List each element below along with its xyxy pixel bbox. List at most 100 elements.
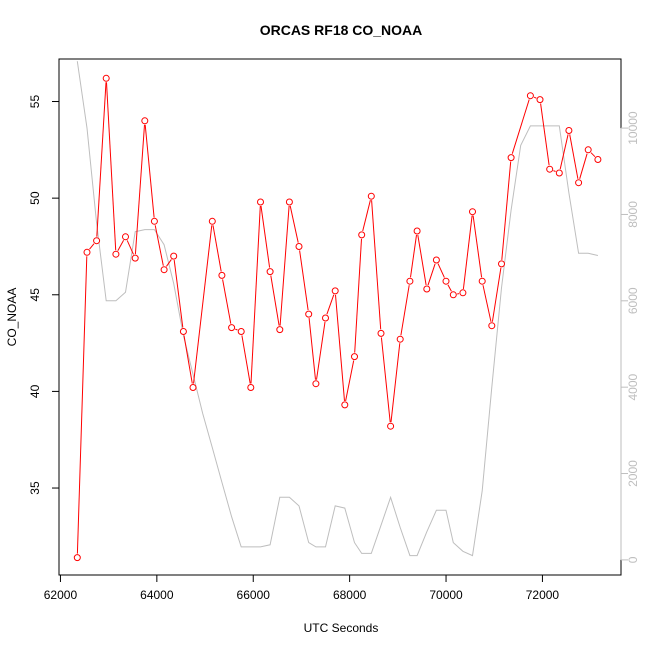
co-line-segment <box>410 234 417 278</box>
co-line-segment <box>533 96 537 99</box>
co-point <box>131 254 139 262</box>
co-point <box>432 256 440 264</box>
co-line-segment <box>447 284 452 292</box>
co-point <box>122 233 129 241</box>
co-line-segment <box>559 134 569 170</box>
y2-axis: 0 2000 4000 6000 8000 10000 <box>620 111 640 563</box>
co-point <box>170 252 178 260</box>
co-series <box>73 74 602 562</box>
co-line-segment <box>270 275 280 326</box>
co-line-segment <box>579 153 588 179</box>
co-line-segment <box>96 82 107 237</box>
co-point <box>507 154 515 162</box>
co-point <box>555 169 563 177</box>
y2-tick-label: 0 <box>626 556 640 563</box>
co-point <box>387 422 395 430</box>
co-point <box>546 165 554 173</box>
co-point <box>488 322 496 330</box>
co-point <box>322 314 329 322</box>
y-tick-label: 55 <box>28 95 42 109</box>
co-point <box>276 326 284 334</box>
co-line-segment <box>117 240 125 251</box>
co-line-segment <box>250 205 261 384</box>
co-point <box>102 74 110 82</box>
chart-title: ORCAS RF18 CO_NOAA <box>260 22 423 38</box>
co-point <box>413 227 421 235</box>
co-point <box>228 324 236 332</box>
co-line-segment <box>165 259 172 267</box>
co-point <box>377 329 385 337</box>
co-point <box>406 277 414 285</box>
co-line-segment <box>144 124 155 218</box>
co-line-segment <box>380 337 391 423</box>
co-line-segment <box>362 199 371 232</box>
y-tick-label: 35 <box>28 481 42 495</box>
co-line-segment <box>241 335 251 384</box>
co-point <box>331 287 339 295</box>
co-point <box>341 401 349 409</box>
co-line-segment <box>76 256 88 554</box>
co-point <box>442 277 450 285</box>
co-line-segment <box>345 360 355 402</box>
y2-tick-label: 2000 <box>626 460 640 487</box>
co-point <box>295 243 303 250</box>
co-line-segment <box>511 99 530 154</box>
co-point <box>247 384 255 391</box>
co-line-segment <box>540 103 550 166</box>
co-line-segment <box>235 328 238 331</box>
altitude-series <box>76 61 599 557</box>
co-point <box>358 231 366 239</box>
co-line-segment <box>289 205 299 243</box>
co-point <box>396 335 404 343</box>
co-point <box>526 92 534 100</box>
co-line-segment <box>212 225 222 272</box>
co-line-segment <box>126 240 134 255</box>
x-tick-label: 70000 <box>429 588 463 602</box>
co-point <box>93 237 101 245</box>
co-line-segment <box>193 225 213 384</box>
co-line-segment <box>427 263 436 286</box>
co-point <box>478 277 486 285</box>
co-point <box>449 291 457 299</box>
co-point <box>160 266 168 274</box>
co-point <box>150 217 158 225</box>
co-line-segment <box>106 82 117 251</box>
altitude-line <box>76 61 599 557</box>
co-line-segment <box>390 343 401 423</box>
y-axis: 35 40 45 50 55 <box>28 95 60 495</box>
y2-tick-label: 4000 <box>626 373 640 400</box>
co-point <box>266 268 274 276</box>
co-line-segment <box>354 238 362 353</box>
x-tick-label: 66000 <box>237 588 271 602</box>
x-tick-label: 62000 <box>44 588 78 602</box>
co-point <box>208 217 216 225</box>
y-tick-label: 40 <box>28 384 42 398</box>
x-tick-label: 68000 <box>333 588 367 602</box>
x-tick-label: 64000 <box>140 588 174 602</box>
co-point <box>83 248 91 256</box>
co-line-segment <box>569 134 579 179</box>
co-point <box>189 384 197 391</box>
y2-tick-label: 10000 <box>626 111 640 145</box>
co-line-segment <box>183 335 193 384</box>
y-tick-label: 45 <box>28 288 42 302</box>
co-line-segment <box>501 161 512 260</box>
co-point <box>218 271 226 279</box>
co-line-segment <box>279 205 290 326</box>
co-point <box>141 117 149 125</box>
co-point <box>351 353 358 361</box>
y-tick-label: 50 <box>28 191 42 205</box>
co-point <box>423 285 431 293</box>
y2-tick-label: 8000 <box>626 201 640 228</box>
co-line-segment <box>491 267 502 322</box>
co-point <box>312 380 320 388</box>
co-point <box>237 328 245 335</box>
co-line-segment <box>308 318 316 380</box>
co-line-segment <box>326 294 335 315</box>
co-point <box>594 156 602 163</box>
co-line-segment <box>173 260 184 328</box>
co-line-segment <box>417 234 427 286</box>
co-point <box>565 127 573 134</box>
y2-tick-label: 6000 <box>626 287 640 314</box>
